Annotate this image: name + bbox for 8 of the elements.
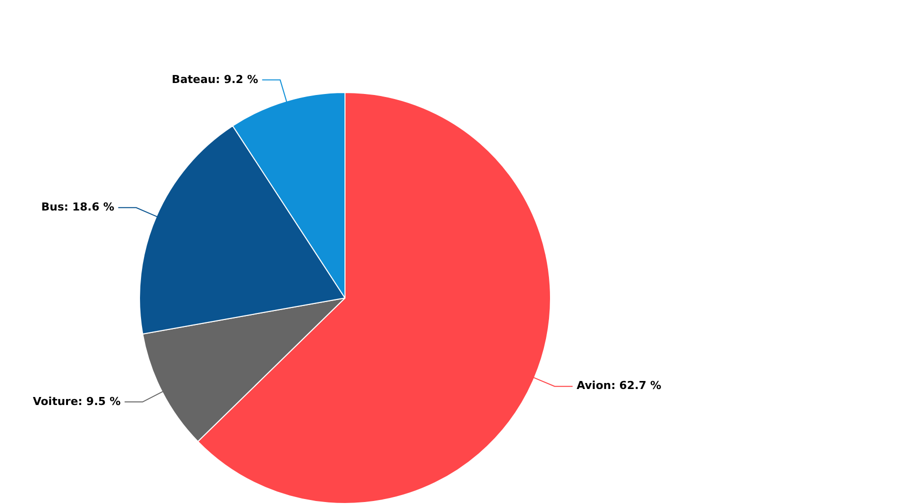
- slice-label: Avion: [576, 379, 612, 392]
- data-label: : 9.2 %: [216, 72, 258, 86]
- slice-label: Bateau: [172, 72, 216, 86]
- data-label: : 18.6 %: [64, 200, 114, 214]
- data-label: : 9.5 %: [78, 394, 121, 408]
- data-label: : 62.7 %: [611, 379, 662, 392]
- slice-label: Voiture: [32, 394, 78, 408]
- slice-label: Bus: [41, 200, 64, 214]
